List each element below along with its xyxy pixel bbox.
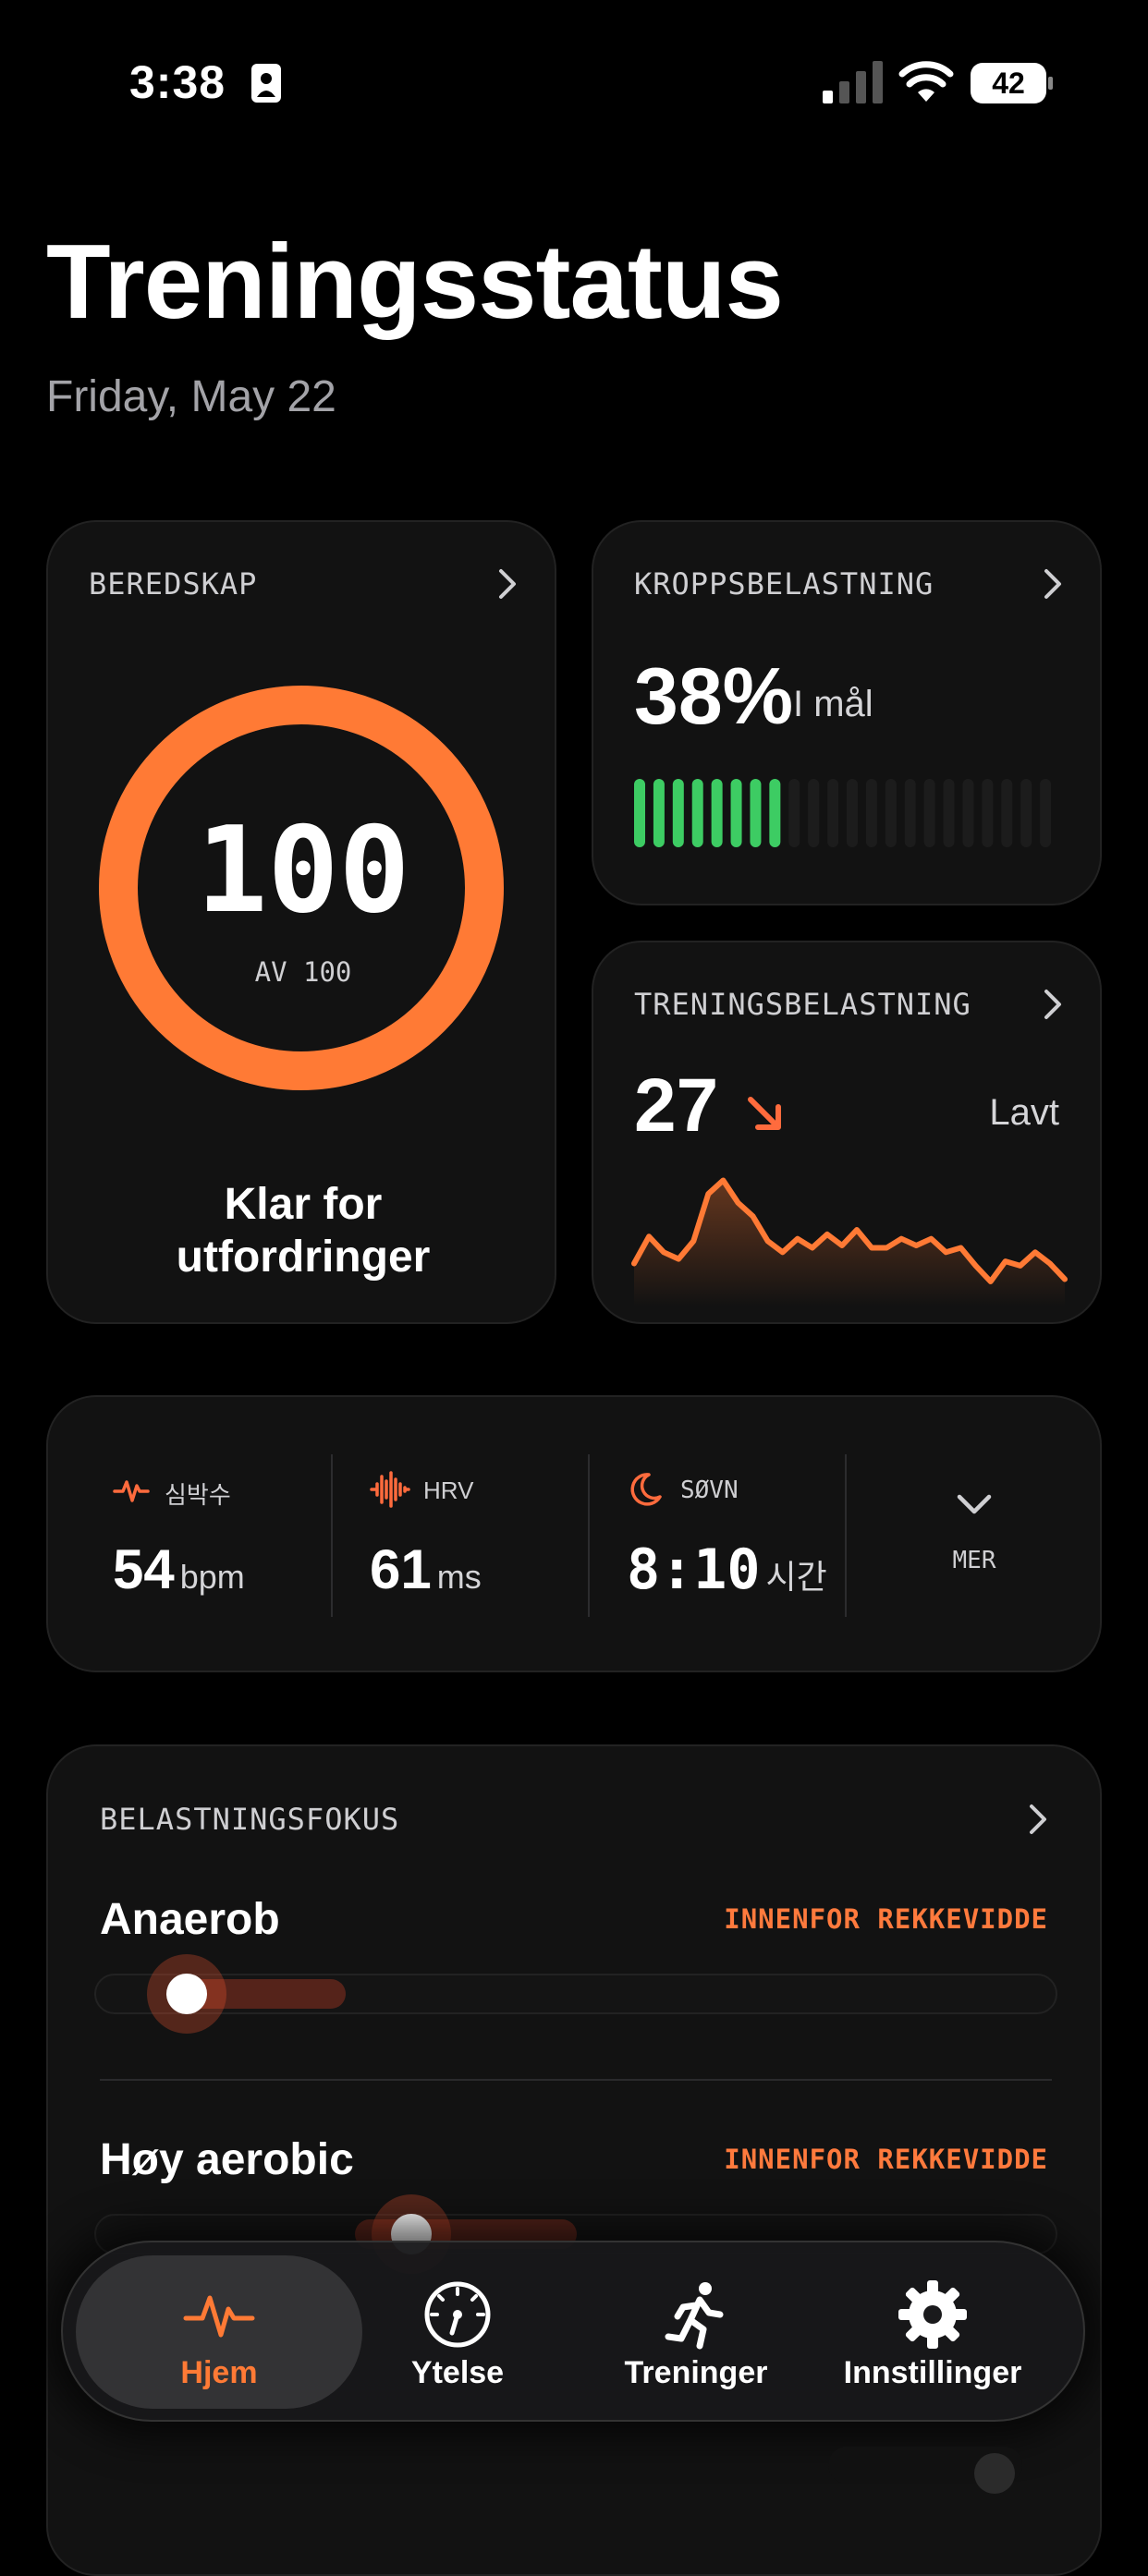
slider-knob[interactable] — [166, 1974, 207, 2014]
body-load-status: I mål — [793, 684, 873, 724]
metric-hrv[interactable]: HRV 61 ms — [333, 1397, 588, 1674]
more-button[interactable]: MER — [847, 1397, 1102, 1674]
load-bar-empty — [1040, 779, 1052, 847]
gear-icon — [898, 2280, 967, 2349]
load-bar-empty — [847, 779, 858, 847]
load-bar-empty — [923, 779, 935, 847]
readiness-score: 100 — [196, 802, 410, 940]
moon-icon — [630, 1473, 662, 1506]
divider — [845, 1454, 847, 1617]
tab-bar: Hjem Ytelse Treninger — [61, 2241, 1085, 2422]
load-focus-card[interactable]: BELASTNINGSFOKUS Anaerob INNENFOR REKKEV… — [46, 1744, 1102, 2576]
floating-dot — [974, 2453, 1015, 2494]
load-bar-empty — [962, 779, 974, 847]
heartbeat-icon — [113, 1480, 150, 1502]
status-bar: 3:38 42 — [0, 0, 1148, 166]
training-load-label: TRENINGSBELASTNING — [634, 987, 971, 1022]
tab-label: Hjem — [180, 2355, 258, 2390]
load-bar-empty — [885, 779, 897, 847]
body-load-label: KROPPSBELASTNING — [634, 566, 934, 601]
load-bar-filled — [691, 779, 703, 847]
readiness-card[interactable]: BEREDSKAP 100 AV 100 Klar for utfordring… — [46, 520, 556, 1324]
wifi-icon — [898, 61, 954, 102]
trend-down-arrow-icon — [748, 1097, 781, 1130]
readiness-status: Klar for utfordringer — [176, 1180, 431, 1282]
load-bar-empty — [865, 779, 877, 847]
readiness-max: AV 100 — [254, 956, 352, 988]
body-load-card[interactable]: KROPPSBELASTNING 38% I mål — [592, 520, 1102, 905]
focus-item-status: INNENFOR REKKEVIDDE — [724, 1903, 1048, 1935]
training-load-value: 27 — [634, 1063, 719, 1148]
training-load-chart — [631, 1177, 1068, 1306]
metric-value: 61 ms — [370, 1538, 482, 1600]
load-bar-empty — [1001, 779, 1013, 847]
metric-label: HRV — [423, 1476, 474, 1504]
page-date: Friday, May 22 — [46, 372, 336, 421]
battery-icon — [971, 63, 1053, 103]
battery-level: 42 — [992, 67, 1025, 100]
load-bar-filled — [750, 779, 762, 847]
load-focus-label: BELASTNINGSFOKUS — [100, 1802, 400, 1837]
metric-heart-rate[interactable]: 심박수 54 bpm — [48, 1397, 331, 1674]
waveform-icon — [370, 1471, 410, 1508]
load-bar-empty — [982, 779, 994, 847]
load-bar-empty — [788, 779, 800, 847]
metric-value: 54 bpm — [113, 1538, 245, 1600]
divider — [331, 1454, 333, 1617]
focus-item-name: Høy aerobic — [100, 2135, 354, 2184]
load-bar-filled — [730, 779, 742, 847]
chevron-right-icon — [1044, 569, 1061, 599]
focus-item-status: INNENFOR REKKEVIDDE — [724, 2144, 1048, 2175]
body-load-value: 38% — [634, 652, 794, 741]
metric-label: SØVN — [680, 1476, 739, 1504]
load-bar-filled — [672, 779, 684, 847]
page-title: Treningsstatus — [46, 224, 784, 341]
training-load-card[interactable]: TRENINGSBELASTNING 27 Lavt — [592, 941, 1102, 1324]
cellular-signal-icon — [823, 61, 883, 103]
training-load-area — [634, 1180, 1065, 1306]
anaerob-slider-track[interactable] — [94, 1974, 1057, 2014]
load-bar-filled — [653, 779, 665, 847]
tab-workouts[interactable]: Treninger — [553, 2255, 839, 2409]
tab-performance[interactable]: Ytelse — [314, 2255, 601, 2409]
tab-label: Innstillinger — [843, 2355, 1022, 2390]
load-bar-empty — [827, 779, 839, 847]
chevron-right-icon — [499, 569, 516, 599]
load-bar-empty — [943, 779, 955, 847]
tab-home[interactable]: Hjem — [76, 2255, 362, 2409]
gauge-icon — [424, 2281, 491, 2348]
chevron-right-icon — [1044, 990, 1061, 1019]
readiness-ring — [99, 686, 504, 1090]
tab-label: Ytelse — [410, 2355, 505, 2390]
more-label: MER — [952, 1547, 996, 1574]
metric-value: 8:10 시간 — [627, 1537, 827, 1602]
chevron-right-icon — [1030, 1804, 1046, 1834]
training-load-line — [631, 1177, 1068, 1284]
status-time: 3:38 — [129, 56, 226, 108]
divider — [100, 2079, 1052, 2081]
load-bar-empty — [808, 779, 820, 847]
divider — [588, 1454, 590, 1617]
tab-label: Treninger — [624, 2355, 768, 2390]
tab-settings[interactable]: Innstillinger — [789, 2255, 1076, 2409]
runner-icon — [665, 2282, 724, 2350]
load-bar-filled — [634, 779, 645, 847]
body-load-bars — [634, 779, 1052, 847]
training-load-status: Lavt — [989, 1092, 1059, 1133]
focus-item-name: Anaerob — [100, 1895, 280, 1944]
load-bar-filled — [769, 779, 781, 847]
load-bar-empty — [904, 779, 916, 847]
metric-sleep[interactable]: SØVN 8:10 시간 — [590, 1397, 845, 1674]
load-bar-filled — [711, 779, 723, 847]
load-bar-empty — [1020, 779, 1032, 847]
metric-label: 심박수 — [165, 1481, 231, 1509]
chevron-down-icon — [957, 1494, 992, 1514]
metrics-card[interactable]: 심박수 54 bpm HRV 61 ms SØVN 8:10 시간 MER — [46, 1395, 1102, 1672]
pulse-icon — [183, 2295, 255, 2338]
id-badge-icon — [251, 64, 281, 103]
readiness-label: BEREDSKAP — [89, 566, 258, 601]
